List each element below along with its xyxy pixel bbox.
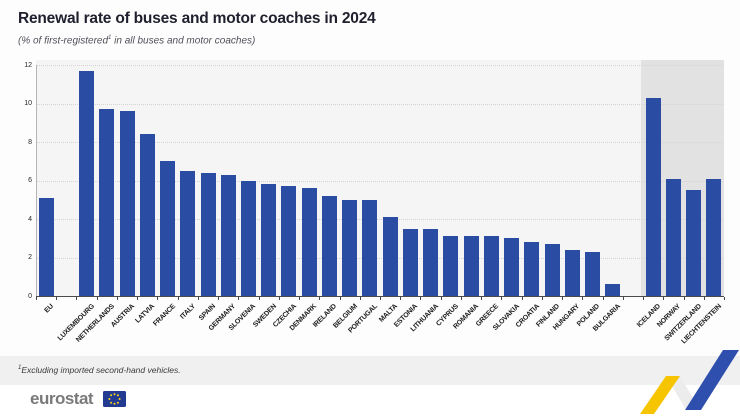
bar-belgium: [342, 199, 358, 296]
bar-slovenia: [240, 180, 256, 296]
bar-liechtenstein: [706, 178, 722, 296]
bar-netherlands: [99, 109, 115, 296]
bar-finland: [544, 244, 560, 296]
footnote: 1Excluding imported second-hand vehicles…: [18, 365, 181, 375]
y-tick-label-8: 8: [28, 138, 32, 146]
y-tick-label-2: 2: [28, 254, 32, 261]
chart-subtitle: (% of first-registered1 in all buses and…: [18, 35, 255, 46]
bar-estonia: [402, 228, 418, 296]
footnote-text: Excluding imported second-hand vehicles.: [21, 365, 181, 375]
bar-lithuania: [423, 228, 439, 296]
logo-strip: eurostat: [0, 385, 740, 416]
bar-greece: [483, 236, 499, 296]
eurostat-logo: eurostat: [30, 389, 94, 408]
plot-area: [36, 60, 724, 297]
bar-cyprus: [443, 236, 459, 296]
bar-malta: [382, 217, 398, 296]
chart-title: Renewal rate of buses and motor coaches …: [18, 10, 376, 27]
y-tick-label-6: 6: [28, 177, 32, 184]
bar-eu: [38, 197, 54, 296]
footnote-marker: 1: [18, 365, 22, 372]
bar-france: [160, 161, 176, 296]
zigzag-blue-segment: [685, 350, 739, 410]
subtitle-footnote-marker: 1: [108, 35, 112, 41]
bar-sweden: [261, 184, 277, 296]
subtitle-text: (% of first-registered: [18, 35, 109, 47]
footnote-band: 1Excluding imported second-hand vehicles…: [0, 356, 740, 385]
zigzag-yellow-segment: [640, 376, 680, 414]
bar-bulgaria: [605, 284, 621, 296]
bar-norway: [665, 178, 681, 296]
bar-romania: [463, 236, 479, 296]
bar-hungary: [564, 249, 580, 296]
bar-austria: [119, 111, 135, 296]
subtitle-text-end: in all buses and motor coaches): [111, 35, 256, 47]
bar-poland: [584, 251, 600, 296]
bar-switzerland: [686, 190, 702, 296]
bar-germany: [220, 174, 236, 296]
bar-denmark: [301, 188, 317, 296]
y-tick-label-10: 10: [24, 100, 32, 107]
eu-flag-icon: [103, 391, 126, 407]
y-tick-label-4: 4: [28, 215, 32, 223]
bar-iceland: [645, 97, 661, 296]
y-tick-label-12: 12: [24, 61, 32, 69]
bar-italy: [180, 170, 196, 296]
x-axis-line: [36, 296, 724, 297]
bar-ireland: [321, 195, 337, 296]
bar-spain: [200, 172, 216, 296]
eurostat-zigzag-decoration: [640, 350, 739, 414]
y-tick-label-0: 0: [28, 292, 32, 300]
bar-luxembourg: [79, 70, 95, 296]
bar-latvia: [139, 134, 155, 296]
bar-czechia: [281, 186, 297, 296]
bar-croatia: [524, 242, 540, 296]
bar-portugal: [362, 199, 378, 296]
y-axis-line: [36, 65, 37, 296]
bar-slovakia: [504, 238, 520, 296]
